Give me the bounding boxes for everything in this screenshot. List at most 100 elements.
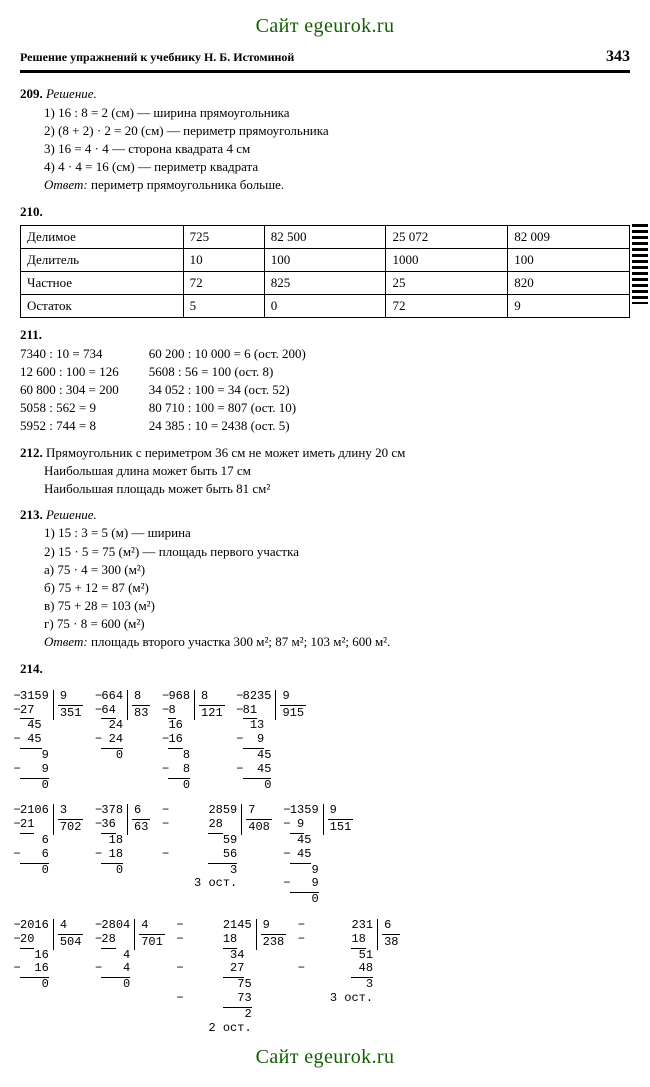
remainder: 2 ост. bbox=[187, 1022, 252, 1036]
table-cell: 82 500 bbox=[264, 225, 386, 248]
long-division: 285928 59 56 3 3 ост.7408 bbox=[168, 804, 271, 891]
long-division: 201620 16 16 04504 bbox=[20, 919, 83, 992]
equation: 7340 : 10 = 734 bbox=[20, 345, 119, 363]
table-cell: 82 009 bbox=[508, 225, 630, 248]
row-label: Частное bbox=[21, 272, 184, 295]
table-cell: 9 bbox=[508, 295, 630, 318]
long-division: 214518 34 27 75 73 2 2 ост.9238 bbox=[183, 919, 286, 1035]
solution-line: 1) 16 : 8 = 2 (см) — ширина прямоугольни… bbox=[44, 104, 630, 122]
equation: 60 200 : 10 000 = 6 (ост. 200) bbox=[149, 345, 306, 363]
remainder: 3 ост. bbox=[308, 992, 373, 1006]
long-division: 1359 9 45 45 9 9 09151 bbox=[290, 804, 353, 907]
problem-number: 210. bbox=[20, 204, 43, 219]
watermark-bottom: Сайт egeurok.ru bbox=[20, 1043, 630, 1071]
text-line: Прямоугольник с периметром 36 см не може… bbox=[46, 445, 405, 460]
problem-number: 209. bbox=[20, 86, 43, 101]
equation-column-left: 7340 : 10 = 73412 600 : 100 = 12660 800 … bbox=[20, 345, 119, 436]
quotient: 38 bbox=[382, 935, 400, 950]
text-line: Наибольшая длина может быть 17 см bbox=[44, 462, 630, 480]
problem-214: 214. 315927 45 45 9 9 09351 66464 24 24 0… bbox=[20, 660, 630, 1036]
table-cell: 100 bbox=[264, 248, 386, 271]
table-row: Делитель101001000100 bbox=[21, 248, 630, 271]
table-row: Делимое72582 50025 07282 009 bbox=[21, 225, 630, 248]
problem-209: 209. Решение. 1) 16 : 8 = 2 (см) — ширин… bbox=[20, 85, 630, 194]
text-line: Наибольшая площадь может быть 81 см² bbox=[44, 480, 630, 498]
problem-212: 212. Прямоугольник с периметром 36 см не… bbox=[20, 444, 630, 499]
answer-text: периметр прямоугольника больше. bbox=[88, 177, 284, 192]
divisor: 6 bbox=[382, 919, 400, 935]
problem-number: 213. bbox=[20, 507, 43, 522]
quotient: 151 bbox=[328, 820, 354, 835]
divisor: 4 bbox=[139, 919, 165, 935]
remainder: 3 ост. bbox=[172, 877, 237, 891]
table-cell: 25 bbox=[386, 272, 508, 295]
equation: 12 600 : 100 = 126 bbox=[20, 363, 119, 381]
quotient: 408 bbox=[246, 820, 272, 835]
solution-line: в) 75 + 28 = 103 (м²) bbox=[44, 597, 630, 615]
row-label: Делимое bbox=[21, 225, 184, 248]
problem-number: 211. bbox=[20, 327, 42, 342]
page-number: 343 bbox=[606, 46, 630, 68]
table-cell: 0 bbox=[264, 295, 386, 318]
divisor: 8 bbox=[132, 690, 150, 706]
division-table: Делимое72582 50025 07282 009Делитель1010… bbox=[20, 225, 630, 319]
divisor: 9 bbox=[280, 690, 306, 706]
problem-213: 213. Решение. 1) 15 : 3 = 5 (м) — ширина… bbox=[20, 506, 630, 652]
problem-number: 212. bbox=[20, 445, 43, 460]
table-cell: 72 bbox=[183, 272, 264, 295]
long-division: 823581 13 9 45 45 09915 bbox=[243, 690, 306, 793]
long-division: 210621 6 6 03702 bbox=[20, 804, 83, 877]
table-cell: 820 bbox=[508, 272, 630, 295]
table-cell: 25 072 bbox=[386, 225, 508, 248]
solution-line: 2) 15 · 5 = 75 (м²) — площадь первого уч… bbox=[44, 543, 630, 561]
divisor: 6 bbox=[132, 804, 150, 820]
equation: 5952 : 744 = 8 bbox=[20, 417, 119, 435]
equation: 5608 : 56 = 100 (ост. 8) bbox=[149, 363, 306, 381]
solution-line: 3) 16 = 4 · 4 — сторона квадрата 4 см bbox=[44, 140, 630, 158]
header-rule bbox=[20, 70, 630, 73]
quotient: 351 bbox=[58, 706, 84, 721]
divisor: 9 bbox=[58, 690, 84, 706]
problem-210: 210. Делимое72582 50025 07282 009Делител… bbox=[20, 203, 630, 319]
quotient: 504 bbox=[58, 935, 84, 950]
table-cell: 72 bbox=[386, 295, 508, 318]
problem-number: 214. bbox=[20, 661, 43, 676]
long-division: 66464 24 24 0883 bbox=[101, 690, 150, 763]
table-cell: 725 bbox=[183, 225, 264, 248]
long-division-grid: 315927 45 45 9 9 0935166464 24 24 088396… bbox=[20, 690, 630, 1036]
answer-label: Ответ: bbox=[44, 177, 88, 192]
row-label: Остаток bbox=[21, 295, 184, 318]
answer-text: площадь второго участка 300 м²; 87 м²; 1… bbox=[88, 634, 391, 649]
quotient: 63 bbox=[132, 820, 150, 835]
divisor: 8 bbox=[199, 690, 225, 706]
table-row: Остаток50729 bbox=[21, 295, 630, 318]
long-division: 9688 16 16 8 8 08121 bbox=[168, 690, 224, 793]
quotient: 701 bbox=[139, 935, 165, 950]
equation: 60 800 : 304 = 200 bbox=[20, 381, 119, 399]
solution-line: а) 75 · 4 = 300 (м²) bbox=[44, 561, 630, 579]
solution-line: б) 75 + 12 = 87 (м²) bbox=[44, 579, 630, 597]
quotient: 702 bbox=[58, 820, 84, 835]
long-division: 23118 51 48 3 3 ост.638 bbox=[304, 919, 400, 1006]
table-cell: 100 bbox=[508, 248, 630, 271]
divisor: 4 bbox=[58, 919, 84, 935]
answer-label: Ответ: bbox=[44, 634, 88, 649]
solution-line: 4) 4 · 4 = 16 (см) — периметр квадрата bbox=[44, 158, 630, 176]
table-row: Частное7282525820 bbox=[21, 272, 630, 295]
table-cell: 825 bbox=[264, 272, 386, 295]
long-division: 280428 4 4 04701 bbox=[101, 919, 164, 992]
table-cell: 10 bbox=[183, 248, 264, 271]
solution-line: 2) (8 + 2) · 2 = 20 (см) — периметр прям… bbox=[44, 122, 630, 140]
page-header: Решение упражнений к учебнику Н. Б. Исто… bbox=[20, 46, 630, 68]
long-division: 315927 45 45 9 9 09351 bbox=[20, 690, 83, 793]
divisor: 9 bbox=[328, 804, 354, 820]
table-cell: 5 bbox=[183, 295, 264, 318]
equation: 34 052 : 100 = 34 (ост. 52) bbox=[149, 381, 306, 399]
divisor: 9 bbox=[261, 919, 287, 935]
divisor: 7 bbox=[246, 804, 272, 820]
equation: 24 385 : 10 = 2438 (ост. 5) bbox=[149, 417, 306, 435]
quotient: 915 bbox=[280, 706, 306, 721]
table-cell: 1000 bbox=[386, 248, 508, 271]
divisor: 3 bbox=[58, 804, 84, 820]
equation-column-right: 60 200 : 10 000 = 6 (ост. 200)5608 : 56 … bbox=[149, 345, 306, 436]
